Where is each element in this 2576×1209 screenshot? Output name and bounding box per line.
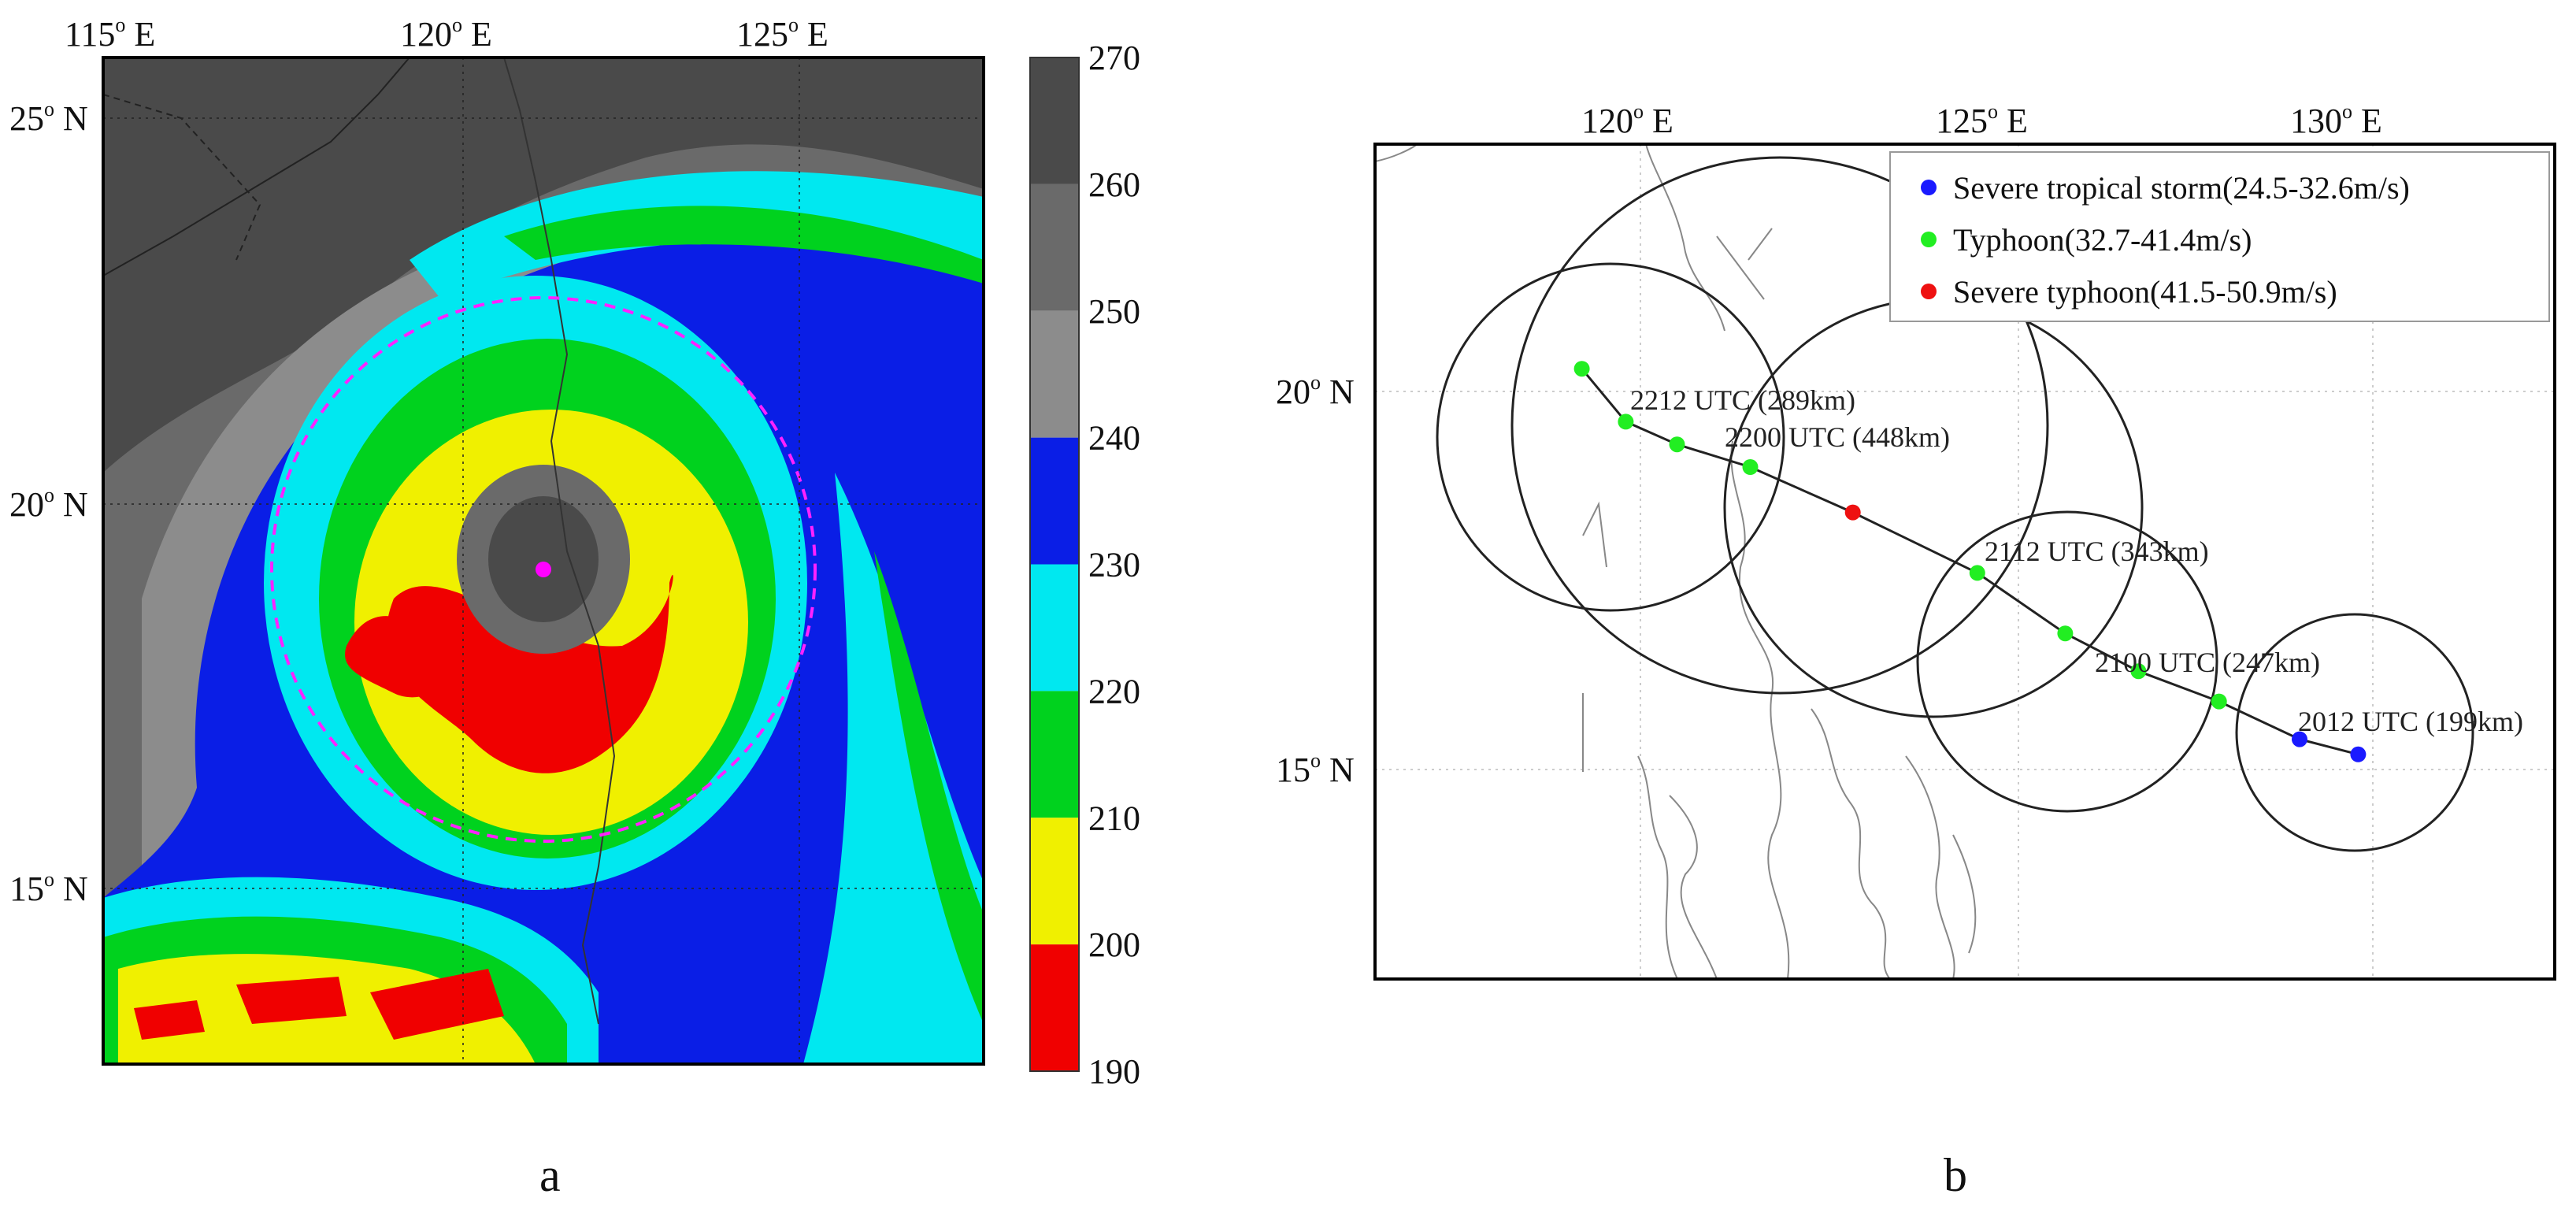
track-point: [2292, 731, 2307, 747]
panel-label-a: a: [539, 1149, 561, 1201]
satellite-image: [103, 57, 984, 1064]
track-point: [1669, 436, 1685, 453]
colorbar-segment: [1030, 691, 1079, 818]
colorbar-tick-label: 250: [1088, 292, 1140, 331]
legend: Severe tropical storm(24.5-32.6m/s) Typh…: [1889, 151, 2550, 322]
legend-marker-typhoon: [1921, 232, 1937, 247]
svg-text:120o E: 120o E: [1581, 100, 1673, 140]
track-point: [1618, 414, 1634, 430]
legend-severe-tropical-storm: Severe tropical storm(24.5-32.6m/s): [1953, 170, 2410, 206]
track-point: [1844, 504, 1861, 521]
lat-axis-a: 25o N 20o N 15o N: [9, 98, 88, 908]
colorbar-tick-label: 260: [1088, 165, 1140, 204]
legend-marker-severe-typhoon: [1921, 284, 1937, 299]
svg-text:130o E: 130o E: [2290, 100, 2382, 140]
svg-text:125o E: 125o E: [736, 13, 828, 54]
colorbar-segment: [1030, 184, 1079, 311]
colorbar-segment: [1030, 564, 1079, 692]
track-point: [2057, 625, 2074, 642]
colorbar-segment: [1030, 944, 1079, 1071]
colorbar-tick-label: 200: [1088, 925, 1140, 964]
track-point: [2211, 693, 2227, 710]
wind-radius-circles: [1436, 156, 2474, 852]
track-point: [2350, 746, 2367, 762]
colorbar-segment: [1030, 57, 1079, 184]
colorbar-tick-label: 210: [1088, 799, 1140, 837]
track-point: [1573, 361, 1590, 377]
legend-typhoon: Typhoon(32.7-41.4m/s): [1953, 222, 2252, 258]
lon-axis-b: 120o E 125o E 130o E: [1581, 100, 2382, 140]
svg-text:15o N: 15o N: [9, 868, 88, 908]
annotation-2112: 2112 UTC (343km): [1985, 536, 2209, 567]
svg-text:115o E: 115o E: [65, 13, 155, 54]
colorbar-tick-label: 230: [1088, 546, 1140, 584]
colorbar-tick-label: 270: [1088, 39, 1140, 77]
colorbar-tick-label: 240: [1088, 419, 1140, 458]
colorbar-segment: [1030, 818, 1079, 945]
svg-text:120o E: 120o E: [400, 13, 492, 54]
annotation-2212: 2212 UTC (289km): [1630, 384, 1855, 416]
legend-marker-severe-tropical-storm: [1921, 180, 1937, 195]
svg-text:15o N: 15o N: [1276, 749, 1355, 789]
colorbar-segment: [1030, 437, 1079, 565]
legend-severe-typhoon: Severe typhoon(41.5-50.9m/s): [1953, 274, 2337, 310]
storm-track: [1573, 361, 2367, 762]
svg-text:25o N: 25o N: [9, 98, 88, 138]
track-point: [1969, 565, 1985, 581]
typhoon-center-marker: [536, 562, 551, 577]
annotation-2200: 2200 UTC (448km): [1725, 421, 1950, 453]
svg-text:20o N: 20o N: [9, 484, 88, 524]
annotation-2100: 2100 UTC (247km): [2095, 647, 2320, 678]
panel-label-b: b: [1944, 1149, 1967, 1201]
svg-text:125o E: 125o E: [1936, 100, 2028, 140]
colorbar-segment: [1030, 310, 1079, 438]
colorbar-tick-label: 190: [1088, 1052, 1140, 1091]
annotation-2012: 2012 UTC (199km): [2298, 706, 2523, 737]
colorbar-tick-label: 220: [1088, 672, 1140, 710]
lon-axis-a: 115o E 120o E 125o E: [65, 13, 828, 54]
track-annotations: 2012 UTC (199km) 2100 UTC (247km) 2112 U…: [1630, 384, 2523, 737]
panel-b: 2012 UTC (199km) 2100 UTC (247km) 2112 U…: [1276, 100, 2556, 1201]
lat-axis-b: 20o N 15o N: [1276, 371, 1355, 789]
svg-text:20o N: 20o N: [1276, 371, 1355, 411]
colorbar: 270 260 250 240 230 220 210 200 190: [1029, 39, 1140, 1091]
wind-radius-circle: [270, 296, 817, 843]
panel-a: 115o E 120o E 125o E 25o N 20o N 15o N 2…: [9, 13, 1140, 1201]
track-point: [2130, 663, 2147, 680]
track-point: [1742, 459, 1759, 475]
